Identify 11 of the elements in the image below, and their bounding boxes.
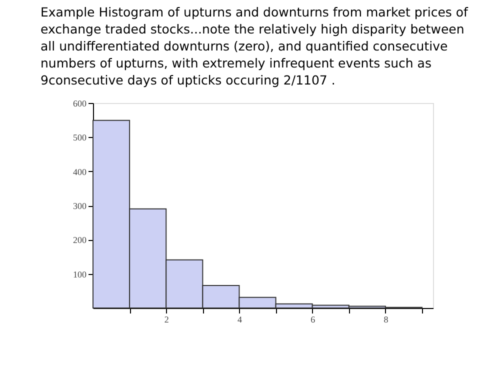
y-tick-label: 200 xyxy=(73,235,87,246)
chart-title: Example Histogram of upturns and downturns from market prices of exchange traded stocks...note the relatively high disparity between all undifferentiated downturns (zero), and quantified consecutive numbers of upturns, with extremely infrequent events such as 9consecutive days of upticks occuring 2/1107 . xyxy=(40,4,469,88)
y-tick-label: 500 xyxy=(73,132,87,143)
y-tick-label: 400 xyxy=(73,166,87,177)
x-tick-label: 4 xyxy=(237,314,242,324)
y-tick-label: 100 xyxy=(73,269,87,280)
y-tick-label: 300 xyxy=(73,201,87,211)
x-tick-label: 8 xyxy=(384,314,389,324)
y-tick-label: 600 xyxy=(73,98,87,108)
x-tick-label: 6 xyxy=(310,314,316,324)
x-tick-label: 2 xyxy=(164,314,169,324)
